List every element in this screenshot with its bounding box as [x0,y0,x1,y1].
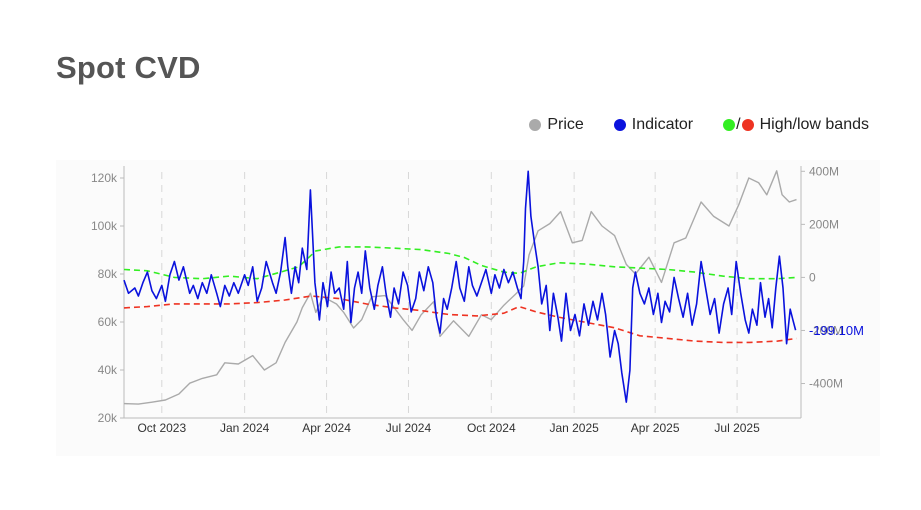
legend-price-label: Price [547,116,584,133]
page-title: Spot CVD [56,50,201,85]
y-left-tick-label: 60k [98,315,118,329]
y-right-tick-label: -200M [809,323,843,337]
x-tick-label: Oct 2023 [137,421,186,435]
legend-price-dot [529,119,542,131]
indicator-last-value-label: -199.10M [809,323,864,338]
x-tick-label: Jan 2025 [549,421,599,435]
series-line-indicator [123,170,797,403]
x-tick-label: Apr 2024 [302,421,351,435]
legend-indicator-label: Indicator [631,116,694,133]
y-left-tick-label: 80k [98,267,118,281]
series-line-low-band [123,295,797,344]
plot-background [56,160,880,456]
x-tick-label: Oct 2024 [467,421,516,435]
y-right-tick-label: 400M [809,164,839,178]
legend-bands-separator: / [736,116,741,133]
y-right-tick-label: 0 [809,270,816,284]
y-left-tick-label: 100k [91,219,118,233]
y-left-tick-label: 20k [98,411,118,425]
legend-low-band-dot [741,119,754,131]
y-right-tick-label: 200M [809,217,839,231]
legend-item-indicator[interactable]: Indicator [613,116,694,134]
legend-bands-label: High/low bands [759,116,869,133]
x-tick-label: Jul 2025 [714,421,760,435]
y-left-tick-label: 120k [91,171,118,185]
y-left-tick-label: 40k [98,363,118,377]
legend-indicator-dot [613,119,626,131]
series-line-high-band [123,246,797,280]
legend-item-bands[interactable]: / High/low bands [723,116,869,134]
x-tick-label: Apr 2025 [631,421,680,435]
series-line-price [123,170,797,405]
legend-high-band-dot [723,119,736,131]
legend-item-price[interactable]: Price [529,116,584,134]
legend: Price Indicator / High/low bands [499,116,869,134]
x-tick-label: Jul 2024 [386,421,432,435]
y-right-tick-label: -400M [809,377,843,391]
x-tick-label: Jan 2024 [220,421,270,435]
